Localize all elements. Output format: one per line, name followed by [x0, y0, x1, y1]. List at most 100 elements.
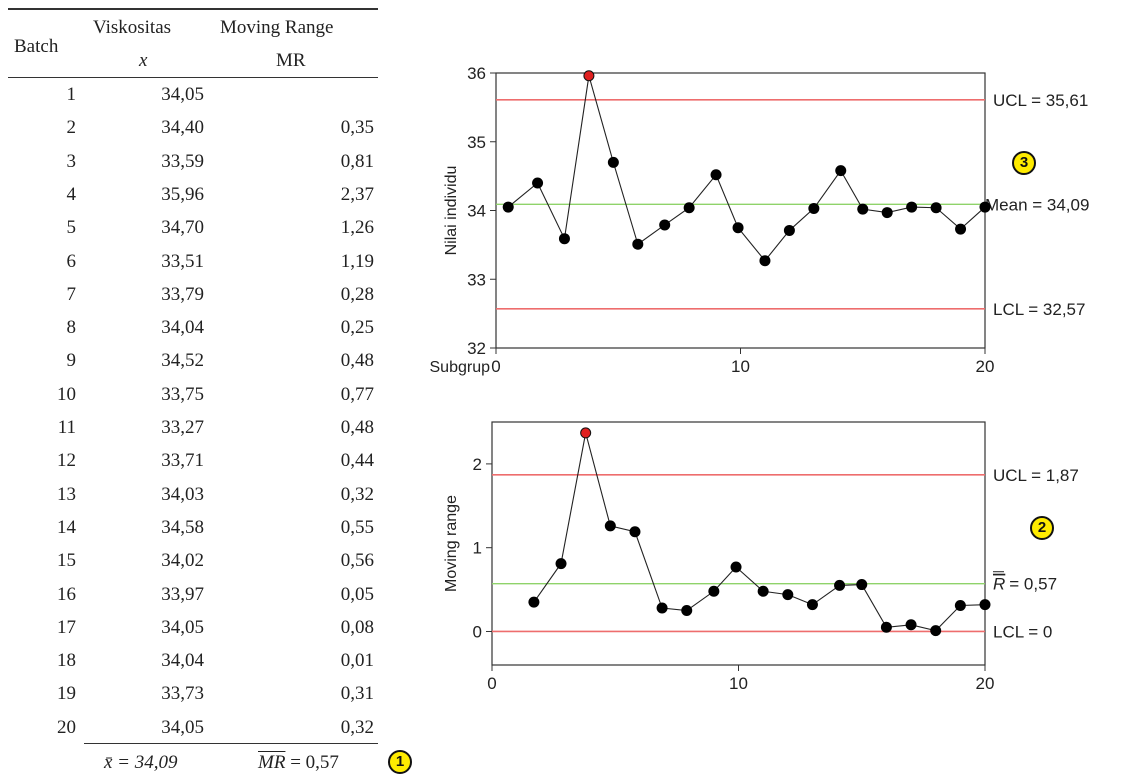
footer-mrbar: MR = 0,57 [258, 752, 339, 774]
cell-moving-range: 2,37 [340, 183, 374, 205]
cell-batch: 12 [57, 450, 76, 472]
y-tick-label: 1 [473, 539, 482, 558]
out-of-control-point [583, 70, 595, 82]
data-point [856, 579, 868, 591]
data-point [905, 619, 917, 631]
footer-mrbar-value: = 0,57 [290, 752, 339, 773]
header-viskositas: Viskositas [93, 17, 172, 38]
data-point [629, 526, 641, 538]
badge-2: 2 [1030, 516, 1054, 540]
cell-viskositas: 34,04 [161, 317, 204, 339]
cell-moving-range: 0,48 [340, 350, 374, 372]
data-point [930, 625, 942, 637]
cell-batch: 1 [66, 84, 77, 105]
cell-viskositas: 34,05 [161, 716, 204, 738]
data-point [782, 589, 794, 601]
data-point [528, 596, 540, 608]
data-point [604, 520, 616, 532]
data-point [835, 165, 847, 177]
data-point [857, 203, 869, 215]
table-header-rule [8, 77, 378, 78]
cell-batch: 15 [57, 550, 76, 572]
cell-moving-range: 0,25 [340, 317, 374, 339]
data-point [783, 224, 795, 236]
cell-viskositas: 33,51 [161, 250, 204, 272]
cell-batch: 19 [57, 683, 76, 705]
data-point [954, 600, 966, 612]
data-point [979, 599, 991, 611]
center-label: R = 0,57 [993, 575, 1057, 594]
cell-moving-range: 0,32 [340, 716, 374, 738]
cell-moving-range: 0,08 [340, 616, 374, 638]
cell-batch: 13 [57, 483, 76, 505]
data-point [555, 558, 567, 570]
header-x-symbol: x [139, 50, 148, 71]
data-table: Batch Viskositas x Moving Range MR 1 34,0… [0, 0, 400, 776]
x-tick-label: 20 [976, 674, 995, 693]
cell-moving-range: 0,05 [340, 583, 374, 605]
data-point [607, 156, 619, 168]
cell-batch: 2 [66, 117, 77, 139]
data-point [834, 579, 846, 591]
chart-1: 32 33 34 35 36 0 10 20 Nilai individu Subgrup UCL … [430, 64, 1090, 376]
cell-viskositas: 34,05 [161, 84, 204, 105]
cell-moving-range: 0,01 [340, 650, 374, 672]
data-point [632, 238, 644, 250]
x-tick-label: 20 [976, 357, 995, 376]
data-point [532, 177, 544, 189]
cell-batch: 11 [57, 417, 76, 438]
data-point [659, 219, 671, 231]
data-point [732, 222, 744, 234]
y-tick-label: 33 [467, 270, 486, 289]
badge-3: 3 [1012, 151, 1036, 175]
data-point [730, 561, 742, 573]
footer-mrbar-symbol: MR [258, 752, 286, 773]
header-moving-range: Moving Range [220, 17, 334, 38]
cell-moving-range: 0,48 [340, 417, 374, 438]
cell-batch: 3 [66, 150, 77, 172]
center-label: Mean = 34,09 [985, 195, 1089, 214]
cell-batch: 20 [57, 716, 76, 738]
badge-1: 1 [388, 750, 412, 774]
cell-moving-range: 1,19 [340, 250, 374, 272]
data-point [656, 602, 668, 614]
cell-batch: 18 [57, 650, 76, 672]
data-point [681, 605, 693, 617]
data-point [979, 201, 991, 213]
footer-xbar-text: x̄ = 34,09 [104, 752, 178, 773]
cell-batch: 6 [66, 250, 77, 272]
cell-batch: 17 [57, 616, 76, 638]
y-axis-label: Moving range [443, 495, 460, 592]
x-tick-label: 10 [731, 357, 750, 376]
cell-viskositas: 34,70 [161, 217, 204, 239]
cell-viskositas: 33,79 [161, 283, 204, 305]
center-label-symbol: R [993, 575, 1005, 594]
out-of-control-point [580, 427, 592, 439]
cell-viskositas: 34,04 [161, 650, 204, 672]
cell-viskositas: 34,03 [161, 483, 204, 505]
cell-viskositas: 35,96 [161, 183, 204, 205]
data-point [955, 223, 967, 235]
lcl-label: LCL = 0 [993, 622, 1052, 641]
cell-moving-range: 0,56 [340, 550, 374, 572]
y-tick-label: 34 [467, 202, 486, 221]
cell-batch: 8 [66, 317, 77, 339]
cell-batch: 4 [66, 183, 77, 205]
cell-batch: 9 [66, 350, 77, 372]
data-point [906, 201, 918, 213]
cell-viskositas: 34,02 [161, 550, 204, 572]
cell-moving-range: 0,31 [340, 683, 374, 705]
cell-viskositas: 34,52 [161, 350, 204, 372]
cell-viskositas: 33,59 [161, 150, 204, 172]
cell-moving-range: 0,44 [340, 450, 374, 472]
ucl-label: UCL = 1,87 [993, 466, 1079, 485]
table-bottom-rule [84, 743, 378, 744]
data-point [757, 585, 769, 597]
y-tick-label: 0 [473, 622, 482, 641]
series-line [507, 75, 986, 262]
x-tick-label: 0 [491, 357, 500, 376]
ucl-label: UCL = 35,61 [993, 91, 1088, 110]
data-point [502, 201, 514, 213]
cell-moving-range: 0,55 [340, 516, 374, 538]
